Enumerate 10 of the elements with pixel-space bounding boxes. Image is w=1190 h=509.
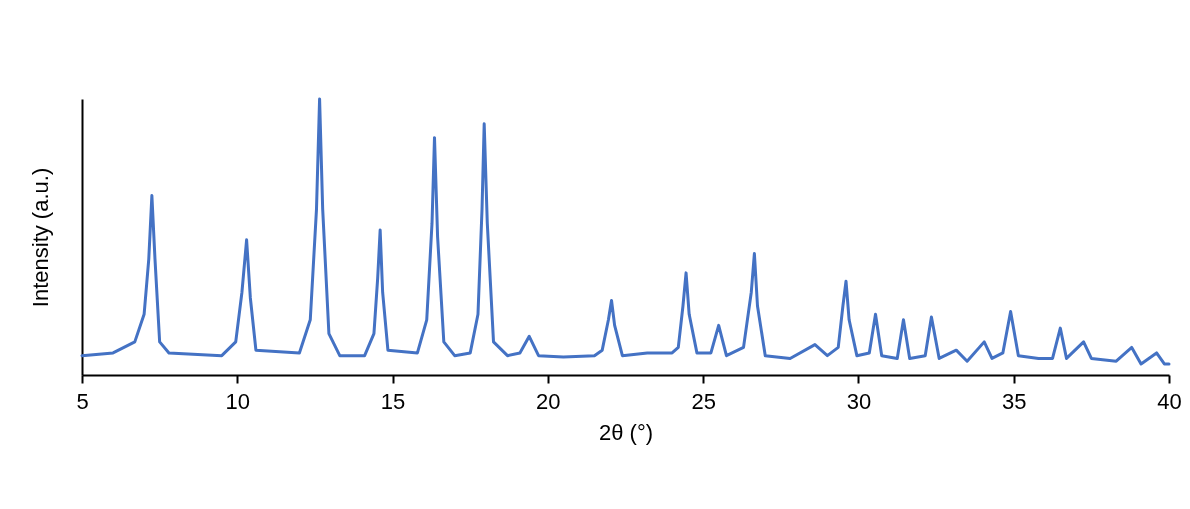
x-tick-label: 25 xyxy=(691,388,716,414)
x-tick-label: 15 xyxy=(380,388,406,414)
x-axis-title: 2θ (°) xyxy=(598,419,654,445)
x-tick-label: 30 xyxy=(846,388,872,414)
x-tick-label: 20 xyxy=(536,388,561,414)
x-tick-label: 5 xyxy=(76,388,89,414)
x-tick-label: 10 xyxy=(225,388,251,414)
x-tick-label: 35 xyxy=(1001,388,1027,414)
y-axis-title: Intensity (a.u.) xyxy=(27,167,53,308)
x-tick-label: 40 xyxy=(1157,388,1182,414)
